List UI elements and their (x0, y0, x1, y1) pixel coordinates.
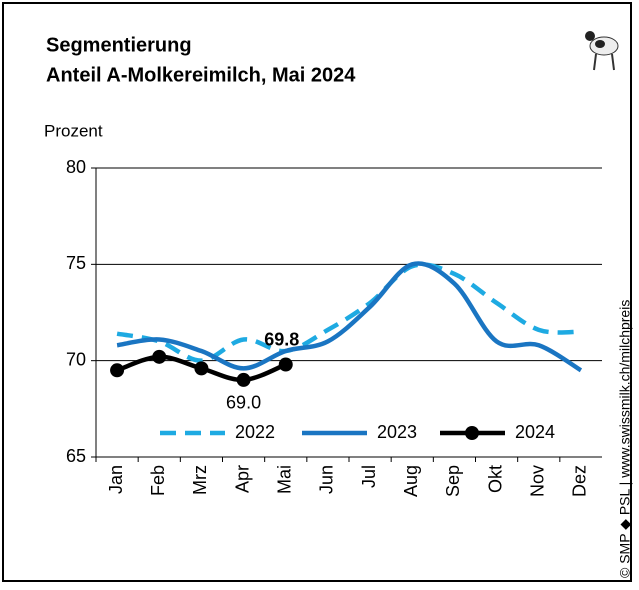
legend-marker (465, 426, 479, 440)
y-tick-label: 65 (66, 446, 86, 466)
x-tick-label: Jan (106, 465, 126, 494)
x-tick-label: Mrz (190, 465, 210, 495)
legend-label: 2022 (235, 422, 275, 442)
x-tick-label: Apr (232, 465, 252, 493)
data-label: 69.0 (226, 393, 261, 413)
x-tick-label: Okt (485, 465, 505, 493)
x-tick-label: Sep (443, 465, 463, 497)
y-axis-label: Prozent (44, 121, 103, 140)
chart-title: Segmentierung (46, 34, 192, 56)
point-marker (279, 358, 293, 372)
x-tick-label: Dez (570, 465, 590, 497)
source-note: © SMP ◆ PSL | www.swissmilk.ch/milchprei… (617, 300, 633, 578)
x-tick-label: Jul (359, 465, 379, 488)
data-label: 69.8 (264, 329, 299, 349)
point-marker (194, 361, 208, 375)
y-tick-label: 75 (66, 253, 86, 273)
x-tick-label: Jun (317, 465, 337, 494)
y-tick-label: 80 (66, 157, 86, 177)
chart: Segmentierung Anteil A-Molkereimilch, Ma… (0, 0, 639, 585)
legend-label: 2024 (515, 422, 555, 442)
point-marker (237, 373, 251, 387)
x-tick-label: Feb (148, 465, 168, 496)
y-tick-label: 70 (66, 349, 86, 369)
point-marker (152, 350, 166, 364)
point-marker (110, 363, 124, 377)
chart-subtitle: Anteil A-Molkereimilch, Mai 2024 (46, 64, 356, 86)
x-tick-label: Nov (528, 465, 548, 497)
x-tick-label: Aug (401, 465, 421, 497)
x-tick-label: Mai (275, 465, 295, 494)
legend-label: 2023 (377, 422, 417, 442)
